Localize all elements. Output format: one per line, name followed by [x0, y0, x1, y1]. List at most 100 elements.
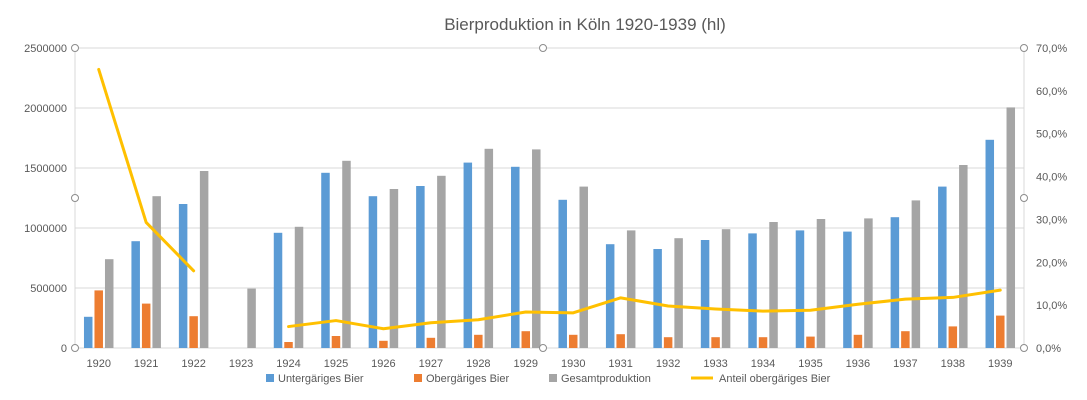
bar — [890, 217, 900, 348]
bar — [579, 186, 588, 348]
bar — [721, 229, 731, 348]
y-right-tick-label: 60,0% — [1036, 86, 1067, 98]
bar — [568, 334, 578, 348]
series-line — [287, 288, 1002, 331]
bar — [959, 165, 968, 348]
bar — [342, 160, 351, 348]
y-right-tick-label: 40,0% — [1036, 172, 1067, 184]
bar — [83, 316, 93, 348]
y-right-tick-label: 0,0% — [1036, 343, 1061, 355]
bar — [294, 226, 304, 348]
bar — [1006, 107, 1016, 349]
y-left-tick-label: 500000 — [30, 283, 67, 295]
y-left-tick-label: 1500000 — [24, 163, 67, 175]
bar — [484, 148, 494, 348]
bar — [131, 241, 140, 348]
bar — [437, 175, 446, 348]
selection-handles[interactable] — [71, 44, 1028, 352]
bars — [83, 107, 1016, 349]
x-tick-label: 1935 — [798, 358, 822, 370]
x-tick-label: 1933 — [703, 358, 727, 370]
y-left-tick-label: 0 — [61, 343, 67, 355]
bar — [321, 172, 330, 348]
share-line — [97, 67, 1002, 331]
bar — [816, 219, 826, 348]
x-tick-label: 1936 — [846, 358, 870, 370]
bar — [379, 340, 388, 348]
x-tick-label: 1932 — [656, 358, 680, 370]
bar — [199, 171, 209, 348]
y-left-tick-label: 2000000 — [24, 103, 67, 115]
legend-entry: Untergäriges Bier — [278, 373, 364, 385]
legend: Untergäriges Bier Obergäriges Bier Gesamtp… — [266, 373, 831, 385]
bar — [426, 337, 436, 348]
bar — [700, 240, 710, 348]
x-tick-label: 1931 — [608, 358, 632, 370]
bar — [416, 186, 425, 348]
resize-handle[interactable] — [539, 344, 547, 352]
bar — [474, 334, 483, 348]
y-right-tick-label: 30,0% — [1036, 214, 1067, 226]
bar — [901, 331, 910, 348]
resize-handle[interactable] — [71, 44, 79, 52]
bar — [663, 337, 673, 348]
bar — [331, 336, 341, 348]
bar — [758, 337, 768, 348]
bar — [853, 334, 863, 348]
x-tick-label: 1930 — [561, 358, 585, 370]
resize-handle[interactable] — [1020, 44, 1028, 52]
bar — [948, 326, 958, 348]
bar — [152, 196, 161, 348]
bar — [141, 303, 151, 348]
bar — [247, 288, 256, 348]
bar — [748, 233, 757, 348]
resize-handle[interactable] — [71, 344, 79, 352]
x-tick-label: 1922 — [181, 358, 205, 370]
bar — [616, 334, 625, 348]
x-tick-label: 1924 — [276, 358, 300, 370]
bar — [532, 149, 541, 348]
y-right-tick-label: 20,0% — [1036, 257, 1067, 269]
bar — [864, 218, 873, 348]
bar — [273, 232, 283, 348]
x-tick-label: 1921 — [134, 358, 158, 370]
x-tick-label: 1926 — [371, 358, 395, 370]
bar — [626, 230, 636, 348]
legend-entry: Obergäriges Bier — [426, 373, 509, 385]
x-tick-label: 1937 — [893, 358, 917, 370]
bar — [463, 162, 473, 348]
bar — [389, 189, 399, 348]
x-tick-label: 1934 — [751, 358, 775, 370]
bar — [769, 222, 778, 348]
y-right-tick-label: 70,0% — [1036, 43, 1067, 55]
bar — [711, 337, 720, 348]
x-tick-label: 1938 — [941, 358, 965, 370]
axes: 0 500000 1000000 1500000 2000000 2500000 0,0% 1… — [24, 43, 1067, 370]
bar — [653, 249, 662, 348]
bar — [368, 196, 378, 348]
x-tick-label: 1925 — [324, 358, 348, 370]
x-tick-label: 1928 — [466, 358, 490, 370]
bar — [843, 231, 852, 348]
bar — [284, 342, 293, 348]
y-left-tick-label: 2500000 — [24, 43, 67, 55]
bar — [511, 166, 520, 348]
bar — [806, 336, 815, 348]
y-right-tick-label: 10,0% — [1036, 300, 1067, 312]
legend-entry: Anteil obergäriges Bier — [719, 373, 831, 385]
series-line — [97, 67, 196, 273]
legend-swatch — [549, 374, 557, 382]
resize-handle[interactable] — [71, 194, 79, 202]
x-tick-label: 1920 — [86, 358, 110, 370]
bar — [178, 204, 188, 348]
resize-handle[interactable] — [1020, 194, 1028, 202]
bar — [104, 259, 114, 348]
x-tick-label: 1939 — [988, 358, 1012, 370]
resize-handle[interactable] — [1020, 344, 1028, 352]
resize-handle[interactable] — [539, 44, 547, 52]
bar — [558, 199, 567, 348]
y-right-tick-label: 50,0% — [1036, 129, 1067, 141]
legend-swatch — [414, 374, 422, 382]
bar — [605, 244, 615, 348]
